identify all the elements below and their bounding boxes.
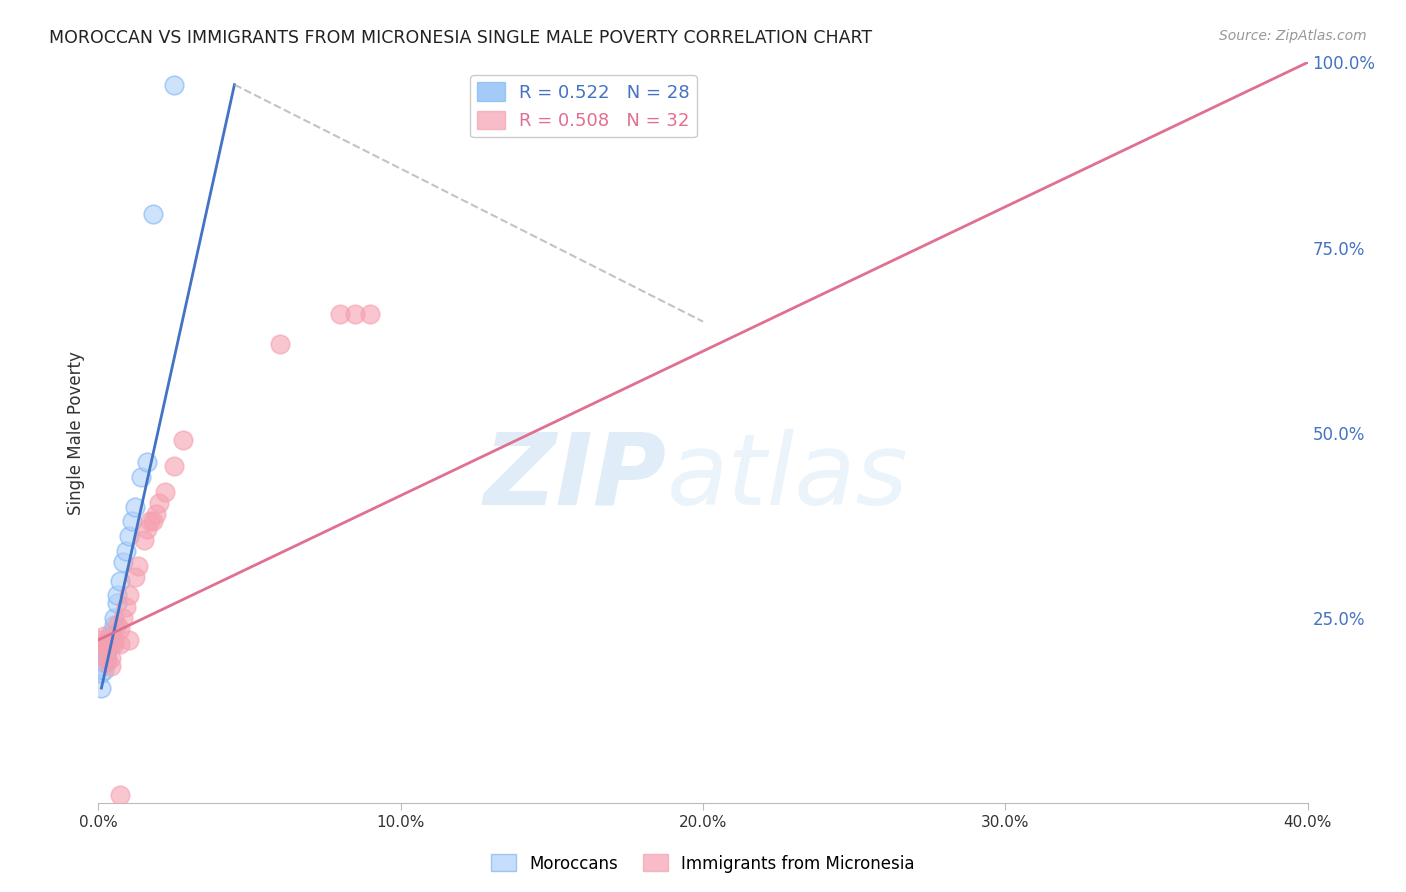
Point [105, 596, 128, 610]
Point [108, 637, 131, 651]
Point [163, 78, 186, 92]
Point [103, 632, 125, 647]
Point [105, 589, 128, 603]
Point [96, 644, 118, 658]
Point [105, 618, 128, 632]
Legend: R = 0.522   N = 28, R = 0.508   N = 32: R = 0.522 N = 28, R = 0.508 N = 32 [470, 75, 697, 137]
Point [135, 455, 157, 469]
Text: atlas: atlas [666, 428, 908, 525]
Point [142, 207, 165, 221]
Point [103, 610, 125, 624]
Point [108, 789, 131, 803]
Point [96, 640, 118, 655]
Point [145, 507, 167, 521]
Point [172, 433, 194, 447]
Point [118, 589, 141, 603]
Point [90, 666, 112, 681]
Point [108, 574, 131, 588]
Point [129, 470, 152, 484]
Point [100, 625, 122, 640]
Point [96, 637, 118, 651]
Legend: Moroccans, Immigrants from Micronesia: Moroccans, Immigrants from Micronesia [485, 847, 921, 880]
Point [93, 629, 115, 643]
Point [111, 555, 134, 569]
Point [132, 533, 155, 547]
Point [124, 500, 146, 514]
Text: MOROCCAN VS IMMIGRANTS FROM MICRONESIA SINGLE MALE POVERTY CORRELATION CHART: MOROCCAN VS IMMIGRANTS FROM MICRONESIA S… [49, 29, 872, 46]
Point [153, 484, 176, 499]
Point [100, 637, 122, 651]
Point [344, 307, 367, 321]
Point [142, 515, 165, 529]
Point [93, 640, 115, 655]
Text: Source: ZipAtlas.com: Source: ZipAtlas.com [1219, 29, 1367, 43]
Point [118, 632, 141, 647]
Text: ZIP: ZIP [484, 428, 666, 525]
Point [108, 622, 131, 636]
Point [118, 529, 141, 543]
Point [103, 618, 125, 632]
Point [114, 544, 136, 558]
Point [114, 599, 136, 614]
Point [90, 658, 112, 673]
Point [163, 458, 186, 473]
Point [135, 522, 157, 536]
Point [93, 663, 115, 677]
Point [124, 570, 146, 584]
Point [96, 655, 118, 669]
Point [100, 629, 122, 643]
Point [93, 648, 115, 662]
Point [90, 632, 112, 647]
Point [360, 307, 382, 321]
Point [93, 637, 115, 651]
Point [93, 648, 115, 662]
Point [93, 655, 115, 669]
Point [148, 496, 170, 510]
Point [96, 632, 118, 647]
Point [100, 658, 122, 673]
Point [103, 637, 125, 651]
Point [90, 681, 112, 695]
Point [269, 336, 291, 351]
Point [100, 651, 122, 665]
Point [121, 515, 143, 529]
Point [90, 637, 112, 651]
Point [329, 307, 352, 321]
Point [111, 610, 134, 624]
Point [127, 558, 149, 573]
Point [139, 515, 162, 529]
Y-axis label: Single Male Poverty: Single Male Poverty [66, 351, 84, 515]
Point [96, 651, 118, 665]
